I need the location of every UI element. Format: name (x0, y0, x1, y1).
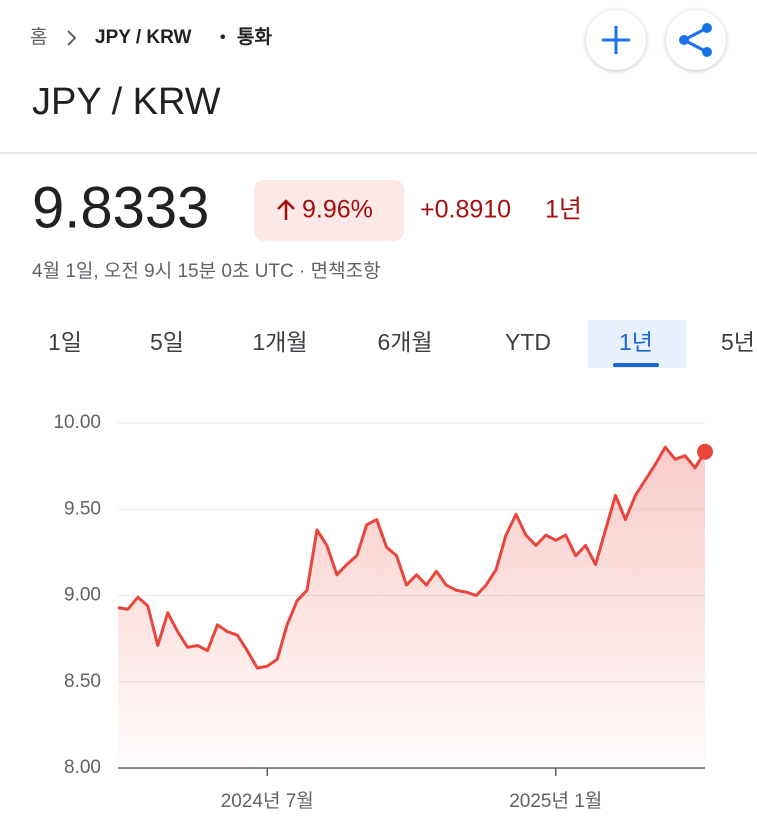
page-title: JPY / KRW (32, 81, 221, 123)
breadcrumb-pair: JPY / KRW (95, 27, 192, 48)
tab[interactable]: 1년 (619, 329, 653, 355)
price: 9.8333 (32, 175, 209, 240)
x-tick-label: 2025년 1월 (509, 790, 602, 812)
change-period: 1년 (545, 196, 582, 224)
share-button[interactable] (666, 10, 726, 70)
chart: 8.00 8.50 9.00 9.50 10.00 2024년 7월 2025년 1월 (53, 412, 713, 812)
y-tick-label: 9.00 (64, 585, 101, 606)
plus-icon (602, 26, 630, 54)
button-circle[interactable] (666, 10, 726, 70)
range-tabs: 1일 5일 1개월 6개월 YTD 1년 5년 (48, 320, 755, 368)
area (118, 447, 705, 768)
tab[interactable]: 1일 (48, 329, 82, 355)
tab[interactable]: 5년 (721, 329, 755, 355)
tab[interactable]: 6개월 (377, 329, 432, 355)
breadcrumb-category: 통화 (237, 26, 272, 48)
last-point (697, 443, 713, 460)
change-badge (254, 180, 404, 241)
change-percent: 9.96% (302, 196, 373, 224)
tab-selected-bg (588, 320, 686, 368)
tab[interactable]: YTD (505, 329, 551, 355)
y-tick-label: 9.50 (64, 498, 101, 519)
up-arrow (277, 199, 295, 220)
add-button[interactable] (586, 10, 646, 70)
breadcrumb-separator: • (220, 29, 226, 46)
y-tick-label: 8.00 (64, 757, 101, 778)
share-icon-node (702, 47, 712, 57)
share-icon-node (702, 23, 712, 33)
tab[interactable]: 5일 (150, 329, 184, 355)
change-value: +0.8910 (420, 196, 511, 224)
breadcrumb-chevron (67, 30, 77, 46)
timestamp: 4월 1일, 오전 9시 15분 0초 UTC · 면책조항 (32, 260, 381, 282)
breadcrumb-home[interactable]: 홈 (30, 26, 47, 48)
price-line (117, 445, 707, 670)
tab[interactable]: 1개월 (252, 329, 307, 355)
y-tick-label: 10.00 (53, 412, 101, 433)
y-tick-label: 8.50 (64, 671, 101, 692)
tab-underline (613, 363, 659, 367)
share-icon-node (679, 35, 689, 45)
x-tick-label: 2024년 7월 (221, 790, 314, 812)
